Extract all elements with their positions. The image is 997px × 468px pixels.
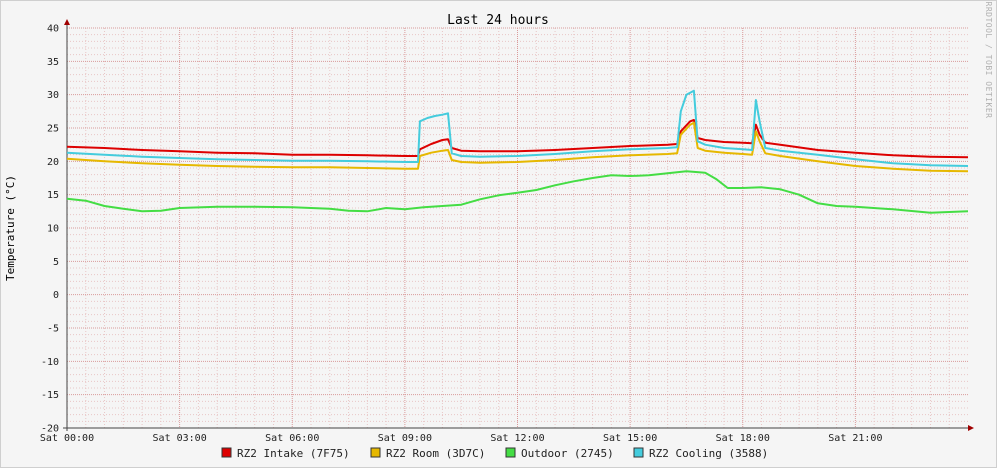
- y-tick-label: 5: [53, 257, 59, 268]
- y-axis-arrow: [64, 19, 70, 25]
- y-tick-label: 35: [47, 57, 59, 68]
- x-tick-label: Sat 18:00: [716, 433, 770, 444]
- chart-title: Last 24 hours: [447, 13, 549, 28]
- y-axis-label: Temperature (°C): [4, 175, 17, 281]
- y-tick-label: 10: [47, 224, 59, 235]
- legend-label: RZ2 Cooling (3588): [649, 447, 768, 460]
- y-tick-label: -15: [41, 390, 59, 401]
- series-lines: [66, 89, 969, 214]
- x-tick-labels: Sat 00:00 Sat 03:00 Sat 06:00 Sat 09:00 Sat …: [40, 433, 883, 444]
- y-tick-label: -10: [41, 357, 59, 368]
- x-tick-label: Sat 00:00: [40, 433, 94, 444]
- series-line: [66, 89, 969, 167]
- x-tick-label: Sat 21:00: [828, 433, 882, 444]
- y-tick-label: 25: [47, 124, 59, 135]
- legend-swatch: [633, 447, 644, 458]
- x-tick-label: Sat 03:00: [153, 433, 207, 444]
- y-tick-label: -5: [47, 324, 59, 335]
- y-tick-label: 20: [47, 157, 59, 168]
- x-tick-label: Sat 12:00: [490, 433, 544, 444]
- y-tick-labels: 40 35 30 25 20 15 10 5 0 -5 -10 -15 -20: [41, 24, 59, 435]
- x-tick-label: Sat 15:00: [603, 433, 657, 444]
- legend: RZ2 Intake (7F75) RZ2 Room (3D7C) Outdoor …: [221, 447, 768, 460]
- y-tick-label: 0: [53, 290, 59, 301]
- y-tick-label: 40: [47, 24, 59, 35]
- legend-label: Outdoor (2745): [521, 447, 614, 460]
- series-line: [66, 170, 969, 214]
- y-tick-label: 15: [47, 190, 59, 201]
- legend-swatch: [221, 447, 232, 458]
- y-tick-label: 30: [47, 90, 59, 101]
- x-tick-label: Sat 06:00: [265, 433, 319, 444]
- legend-label: RZ2 Room (3D7C): [386, 447, 485, 460]
- series-line: [66, 121, 969, 173]
- x-tick-label: Sat 09:00: [378, 433, 432, 444]
- series-line: [66, 119, 969, 159]
- legend-swatch: [370, 447, 381, 458]
- y-tick-label: -20: [41, 424, 59, 435]
- legend-label: RZ2 Intake (7F75): [237, 447, 350, 460]
- x-axis-arrow: [968, 425, 974, 431]
- watermark: RRDTOOL / TOBI OETIKER: [984, 2, 993, 119]
- legend-swatch: [505, 447, 516, 458]
- axes: [63, 19, 974, 431]
